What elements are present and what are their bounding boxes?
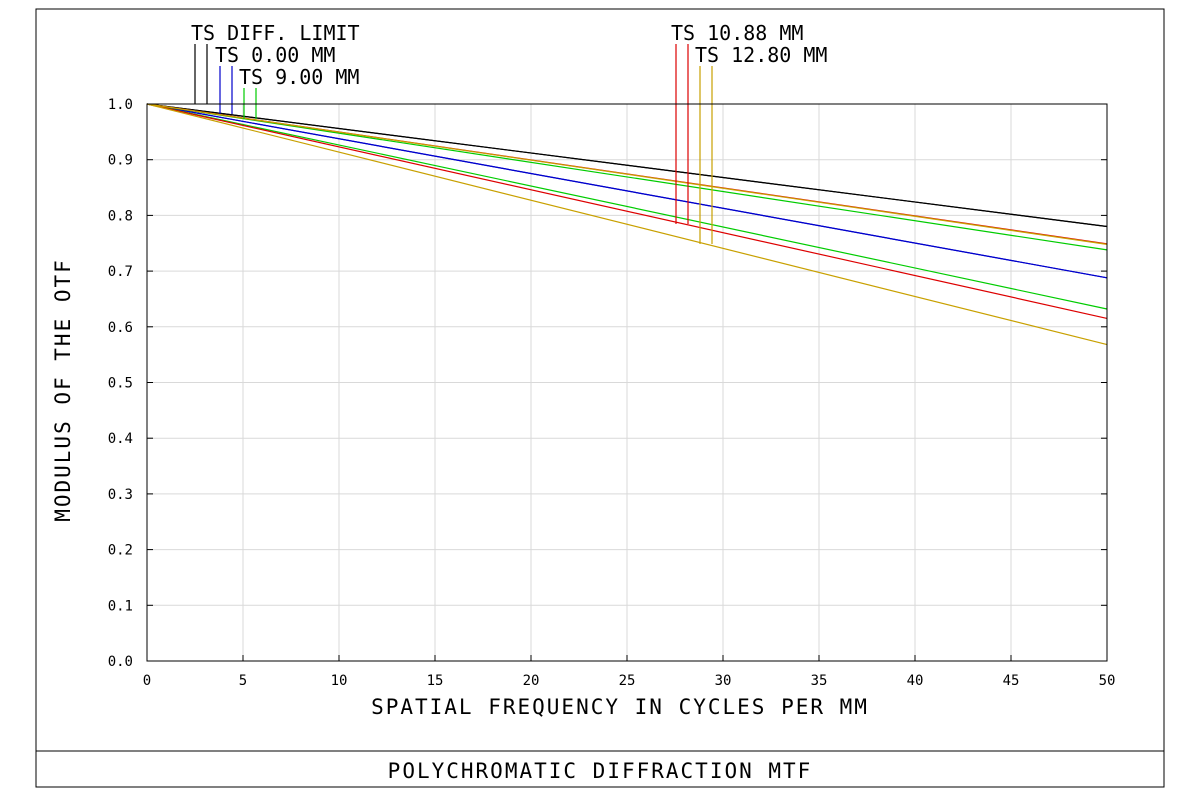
y-tick-label: 1.0 [108,97,133,113]
x-tick-label: 25 [619,673,636,689]
legend-label: TS 0.00 MM [215,43,335,67]
plot-border [146,103,1108,662]
y-tick-label: 0.0 [108,654,133,670]
y-tick-label: 0.9 [108,153,133,169]
x-tick-label: 45 [1003,673,1020,689]
series-line-3 [146,103,1108,279]
x-tick-label: 30 [715,673,732,689]
y-axis-title: MODULUS OF THE OTF [51,258,75,522]
x-tick-label: 10 [331,673,348,689]
y-tick-label: 0.2 [108,543,133,559]
outer-frame [35,8,1165,788]
x-tick-label: 0 [143,673,151,689]
y-tick-label: 0.8 [108,208,133,224]
series-line-8 [146,103,1108,245]
series-group [146,103,1108,346]
series-line-9 [146,103,1108,346]
x-tick-label: 35 [811,673,828,689]
y-tick-label: 0.1 [108,598,133,614]
y-tick-label: 0.5 [108,376,133,392]
y-tick-label: 0.3 [108,487,133,503]
x-tick-labels: 0 5 10 15 20 25 30 35 40 45 50 [143,673,1116,689]
x-tick-label: 15 [427,673,444,689]
y-tick-label: 0.6 [108,320,133,336]
legend-label: TS 9.00 MM [239,65,359,89]
grid [146,103,1108,662]
legend-label: TS 12.80 MM [695,43,827,67]
y-tick-label: 0.7 [108,264,133,280]
x-tick-label: 20 [523,673,540,689]
y-tick-labels: 0.0 0.1 0.2 0.3 0.4 0.5 0.6 0.7 0.8 0.9 1.0 [108,97,133,670]
x-tick-label: 40 [907,673,924,689]
x-tick-label: 50 [1099,673,1116,689]
y-tick-label: 0.4 [108,431,133,447]
series-line-4 [146,103,1108,251]
chart-title: POLYCHROMATIC DIFFRACTION MTF [388,759,813,783]
legend-label: TS DIFF. LIMIT [191,21,360,45]
series-line-1 [146,103,1108,228]
series-line-5 [146,103,1108,310]
legend-label: TS 10.88 MM [671,21,803,45]
series-line-7 [146,103,1108,319]
x-tick-label: 5 [239,673,247,689]
x-axis-title: SPATIAL FREQUENCY IN CYCLES PER MM [371,695,869,719]
